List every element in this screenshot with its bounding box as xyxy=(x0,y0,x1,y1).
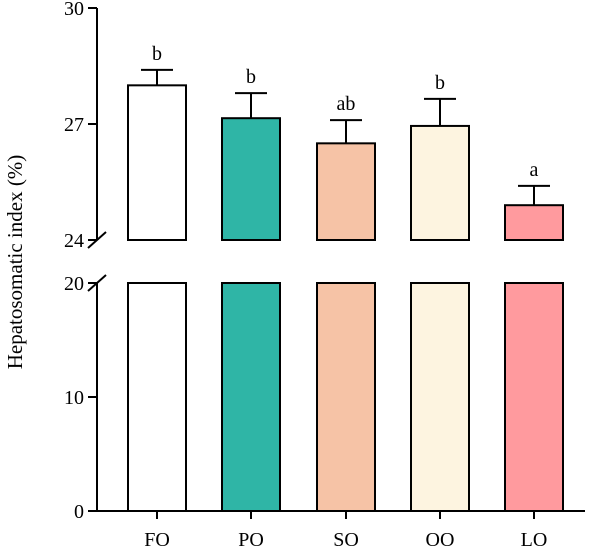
category-label-oo: OO xyxy=(426,529,455,551)
bar-po-lower xyxy=(221,282,281,512)
bar-oo-lower xyxy=(410,282,470,512)
category-label-po: PO xyxy=(238,529,264,551)
significance-label-fo: b xyxy=(152,43,162,65)
significance-label-lo: a xyxy=(530,159,539,181)
significance-label-oo: b xyxy=(435,72,445,94)
bar-fo-upper xyxy=(127,84,187,242)
y-tick-label-lower-0: 0 xyxy=(74,501,84,523)
bar-lo-upper xyxy=(504,204,564,241)
y-tick-label-lower-1: 10 xyxy=(64,387,84,409)
y-tick-label-upper-1: 27 xyxy=(64,114,84,136)
y-axis-title: Hepatosomatic index (%) xyxy=(3,155,27,370)
significance-label-so: ab xyxy=(337,93,356,115)
y-tick-label-upper-2: 30 xyxy=(64,0,84,20)
category-label-so: SO xyxy=(333,529,359,551)
bar-lo-lower xyxy=(504,282,564,512)
category-label-lo: LO xyxy=(521,529,548,551)
category-label-fo: FO xyxy=(144,529,170,551)
bar-po-upper xyxy=(221,117,281,241)
bar-so-upper xyxy=(316,142,376,241)
y-tick-label-upper-0: 24 xyxy=(64,230,84,252)
bar-oo-upper xyxy=(410,124,470,241)
axes-layer: 24 27 30 0 10 20 xyxy=(64,0,585,523)
bars-layer: b FO b PO ab SO b OO a LO xyxy=(127,43,564,551)
significance-label-po: b xyxy=(246,66,256,88)
bar-so-lower xyxy=(316,282,376,512)
bar-fo-lower xyxy=(127,282,187,512)
y-tick-label-lower-2: 20 xyxy=(64,273,84,295)
